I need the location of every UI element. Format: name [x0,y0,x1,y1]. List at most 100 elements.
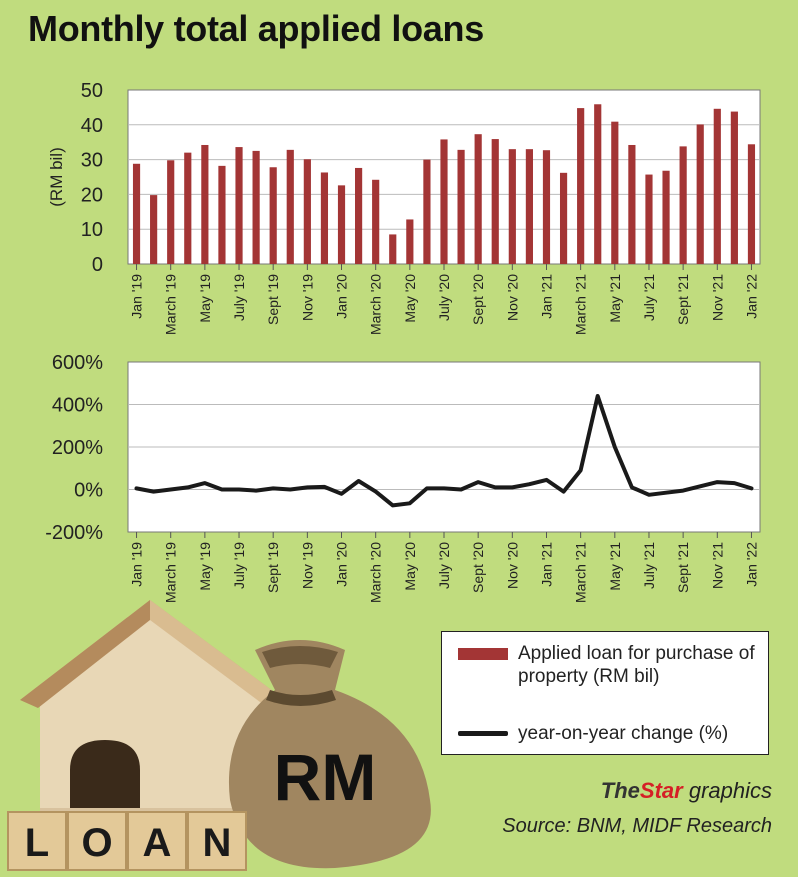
line-y-tick-label: 600% [52,352,103,374]
bar [662,170,670,264]
x-tick-label: Jan '21 [538,274,554,319]
bar-marks [132,104,756,265]
credit-star: Star [639,778,683,803]
x-tick-label: May '19 [197,274,213,323]
bar [132,163,141,264]
series-line-yoy [134,394,754,508]
legend-line-swatch [458,731,508,736]
bag-label: RM [274,740,377,814]
bar [730,111,738,265]
line-chart: 600% 400% 200% 0% -200% Jan '19 March '19 May … [45,352,761,603]
bar [201,144,209,264]
x-tick-label: March '21 [573,542,589,603]
x-tick-label: July '20 [436,274,452,321]
bar [252,150,260,264]
bar [320,172,329,264]
house-icon [20,600,285,820]
x-tick-label: Nov '20 [504,274,520,321]
loan-block [127,811,187,871]
x-tick-label: Nov '19 [299,274,315,321]
bar [218,165,226,264]
bar [474,134,482,264]
bar [389,234,397,264]
credit: TheStar graphics [601,778,772,804]
bar [542,150,551,264]
legend-bar-swatch [458,648,508,660]
x-tick-label: Nov '21 [709,274,725,321]
x-tick-label: Jan '19 [129,274,145,319]
bar [713,108,721,265]
bar [747,144,756,264]
x-tick-label: Jan '20 [334,542,350,587]
bar [491,139,499,264]
bar [269,167,277,264]
bar [525,149,533,264]
bar-y-tick-label: 50 [81,80,103,102]
bar-chart: 50 40 30 20 10 0 Jan '19 March '19 May '19 July … [47,80,761,335]
bar [372,179,380,264]
x-tick-label: Nov '19 [299,542,315,589]
bar [235,147,243,264]
bar [303,159,311,264]
credit-rest: graphics [682,778,772,803]
legend-bar-label: Applied loan for purchase of property (R… [518,643,755,687]
line-y-tick-label: 400% [52,395,103,417]
line-x-ticks: Jan '19 March '19 May '19 July '19 Sept '19 N… [129,532,759,603]
bar [440,139,448,264]
loan-block [7,811,67,871]
x-tick-label: Jan '19 [129,542,145,587]
bar [594,104,602,264]
bar-y-tick-label: 10 [81,219,103,241]
bar [559,172,568,264]
x-tick-label: May '21 [607,274,623,323]
x-tick-label: Sept '20 [470,274,486,325]
bar [679,146,687,264]
x-tick-label: March '19 [163,274,179,335]
x-tick-label: Sept '21 [675,542,691,593]
x-tick-label: Sept '19 [265,274,281,325]
bar [184,152,192,264]
bar [337,185,346,264]
bar [508,149,516,264]
bar [611,121,619,264]
bar-y-tick-label: 30 [81,150,103,172]
line-y-tick-label: -200% [45,522,103,544]
x-tick-label: Jan '21 [538,542,554,587]
x-tick-label: March '20 [368,274,384,335]
bar [577,108,585,264]
bar-y-tick-label: 0 [92,254,103,276]
x-tick-label: Jan '22 [743,542,759,587]
x-tick-label: May '20 [402,542,418,591]
legend-line-label: year-on-year change (%) [518,723,729,744]
loan-block-letter: O [81,821,112,865]
x-tick-label: March '20 [368,542,384,603]
x-tick-label: July '19 [231,274,247,321]
bar-y-axis-label: (RM bil) [47,147,66,207]
page-title: Monthly total applied loans [28,8,484,49]
bar [167,160,175,264]
x-tick-label: Sept '19 [265,542,281,593]
loan-block-letter: A [143,821,172,865]
loan-block [67,811,127,871]
bar [696,124,704,265]
x-tick-label: March '21 [573,274,589,335]
x-tick-label: July '19 [231,542,247,589]
x-tick-label: Sept '21 [675,274,691,325]
loan-block-letter: L [25,821,49,865]
bar-y-tick-label: 20 [81,184,103,206]
bar-x-ticks: Jan '19 March '19 May '19 July '19 Sept '19 N… [129,264,759,335]
bar [645,174,653,264]
bar [457,149,465,264]
x-tick-label: May '20 [402,274,418,323]
x-tick-label: Sept '20 [470,542,486,593]
x-tick-label: May '19 [197,542,213,591]
line-y-tick-label: 200% [52,437,103,459]
bar-y-tick-label: 40 [81,115,103,137]
line-y-ticks: 600% 400% 200% 0% -200% [45,352,103,544]
x-tick-label: July '21 [641,274,657,321]
x-tick-label: July '21 [641,542,657,589]
loan-block-letter: N [203,821,232,865]
bar [628,144,636,264]
x-tick-label: Jan '22 [743,274,759,319]
